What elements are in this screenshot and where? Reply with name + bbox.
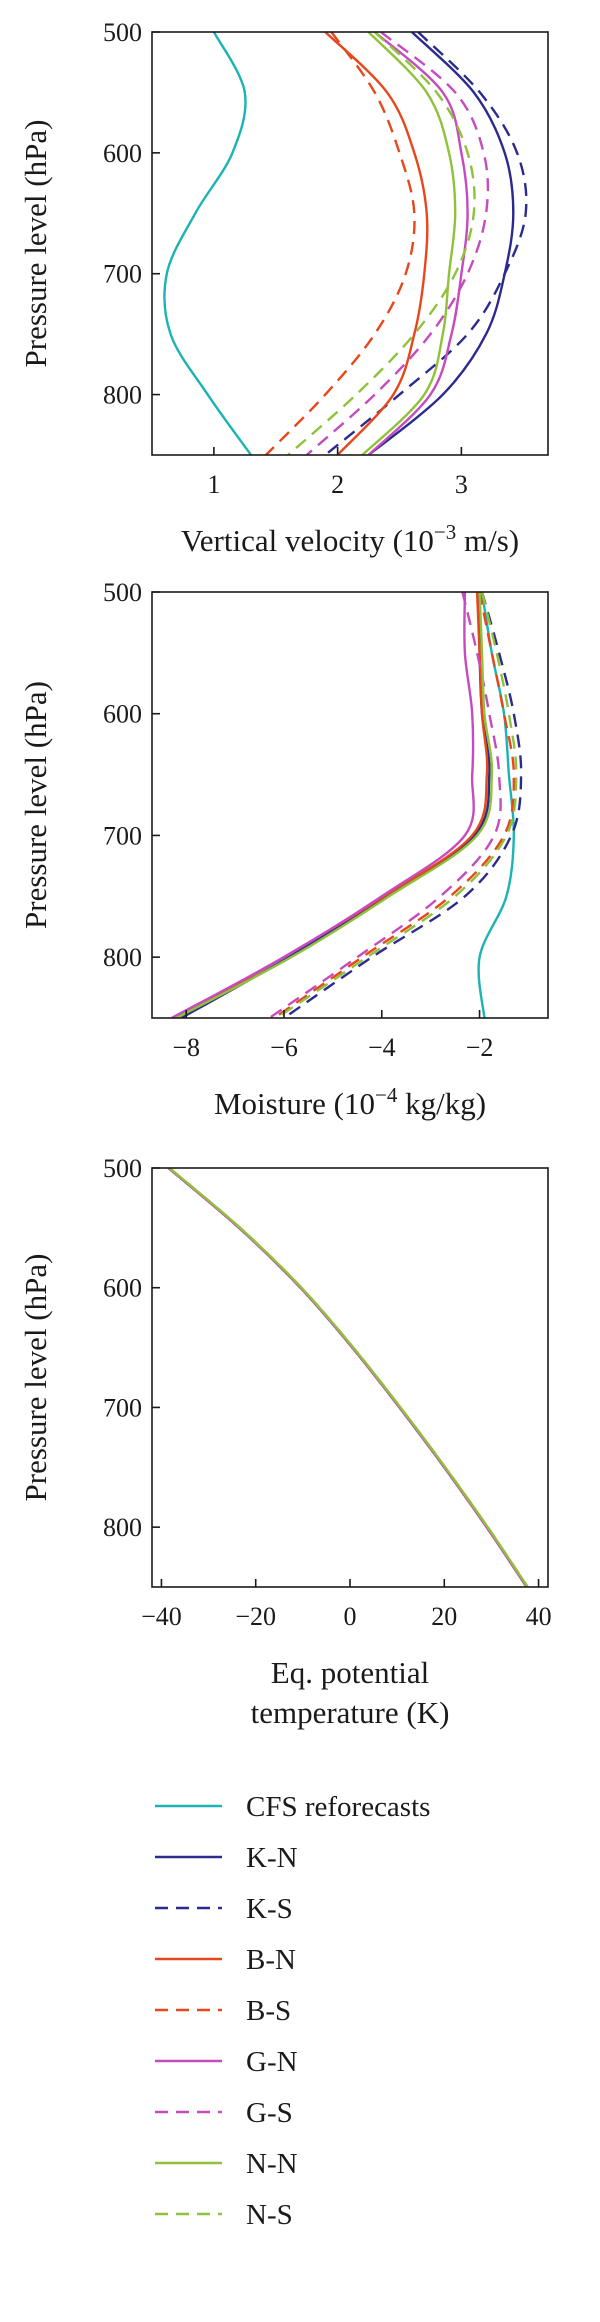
- series-line-b-n: [175, 592, 489, 1018]
- series-line-cfs-reforecasts: [163, 32, 252, 455]
- legend-label: K-S: [246, 1893, 293, 1925]
- legend-label: G-N: [246, 2046, 298, 2078]
- legend-item: K-S: [155, 1893, 293, 1925]
- x-axis-title-line: Eq. potential: [271, 1655, 429, 1690]
- axes-frame: [151, 1167, 549, 1588]
- x-tick-label: 20: [431, 1602, 457, 1631]
- legend-item: CFS reforecasts: [155, 1791, 430, 1823]
- series-line-b-n: [167, 1168, 528, 1587]
- series-line-g-n: [171, 592, 475, 1018]
- series-line-n-n: [168, 1168, 529, 1587]
- series-line-n-n: [361, 32, 457, 455]
- y-tick-label: 800: [103, 381, 142, 410]
- y-tick-label: 600: [103, 700, 142, 729]
- legend-item: N-S: [155, 2199, 293, 2231]
- y-tick-label: 700: [103, 1393, 142, 1422]
- series-line-k-s: [167, 1168, 528, 1587]
- legend-item: N-N: [155, 2148, 298, 2180]
- series-line-b-s: [265, 32, 416, 455]
- series-line-k-n: [167, 1168, 528, 1587]
- y-tick-label: 800: [103, 1513, 142, 1542]
- series-group: [171, 592, 523, 1018]
- series-line-b-n: [324, 32, 429, 455]
- series-group: [167, 1168, 529, 1587]
- series-line-g-s: [305, 32, 490, 455]
- x-tick-label: 2: [331, 470, 344, 499]
- series-line-b-s: [167, 1168, 528, 1587]
- x-tick-label: −40: [141, 1602, 182, 1631]
- y-axis-title: Pressure level (hPa): [18, 681, 53, 929]
- x-tick-label: −2: [466, 1033, 494, 1062]
- chart-panel-1: 500 600 700 800 1 2 3 Pressure level (hPa) Verti…: [18, 18, 549, 558]
- y-tick-label: 500: [103, 578, 142, 607]
- legend-label: N-S: [246, 2199, 293, 2231]
- x-axis-title: Moisture (10−4 kg/kg): [214, 1083, 486, 1121]
- x-tick-label: −4: [368, 1033, 396, 1062]
- legend-label: B-S: [246, 1995, 291, 2027]
- legend-label: G-S: [246, 2097, 293, 2129]
- x-tick-label: −8: [172, 1033, 200, 1062]
- legend-item: B-S: [155, 1995, 291, 2027]
- y-tick-label: 600: [103, 139, 142, 168]
- series-line-k-n: [180, 592, 491, 1018]
- series-group: [163, 32, 528, 455]
- legend: CFS reforecasts K-N K-S B-N B-S G-N G-S N-N N-S: [155, 1791, 430, 2231]
- x-tick-label: 3: [455, 470, 468, 499]
- y-tick-label: 500: [103, 1154, 142, 1183]
- chart-panel-2: 500 600 700 800 −8 −6 −4 −2 Pressure level (hPa)…: [18, 578, 549, 1121]
- series-line-k-n: [367, 32, 515, 455]
- x-tick-label: 1: [207, 470, 220, 499]
- y-axis-title: Pressure level (hPa): [18, 1254, 53, 1502]
- series-line-n-n: [175, 592, 494, 1018]
- y-tick-label: 700: [103, 821, 142, 850]
- series-line-cfs-reforecasts: [167, 1168, 528, 1587]
- x-axis-title-line: temperature (K): [251, 1695, 450, 1730]
- legend-item: G-N: [155, 2046, 298, 2078]
- legend-label: B-N: [246, 1944, 296, 1976]
- x-tick-label: −6: [270, 1033, 298, 1062]
- series-line-g-n: [367, 32, 469, 455]
- y-axis-title: Pressure level (hPa): [18, 120, 53, 368]
- x-axis-title: Vertical velocity (10−3 m/s): [181, 520, 519, 558]
- y-tick-label: 600: [103, 1274, 142, 1303]
- y-tick-label: 700: [103, 260, 142, 289]
- axes-frame: [151, 591, 549, 1019]
- chart-panel-3: 500 600 700 800 −40 −20 0 20 40 Pressure level (h…: [18, 1154, 552, 1730]
- series-line-g-s: [268, 592, 502, 1018]
- legend-item: B-N: [155, 1944, 296, 1976]
- series-line-k-s: [324, 32, 528, 455]
- x-tick-label: −20: [235, 1602, 276, 1631]
- legend-label: K-N: [246, 1842, 298, 1874]
- x-tick-label: 40: [526, 1602, 552, 1631]
- y-tick-label: 500: [103, 18, 142, 47]
- series-line-n-s: [287, 32, 476, 455]
- y-tick-label: 800: [103, 943, 142, 972]
- series-line-g-n: [167, 1168, 528, 1587]
- legend-item: G-S: [155, 2097, 293, 2129]
- legend-label: CFS reforecasts: [246, 1791, 430, 1823]
- legend-label: N-N: [246, 2148, 298, 2180]
- legend-item: K-N: [155, 1842, 298, 1874]
- series-line-g-s: [167, 1168, 528, 1587]
- axes-frame: [151, 31, 549, 456]
- series-line-n-s: [168, 1168, 529, 1587]
- x-tick-label: 0: [344, 1602, 357, 1631]
